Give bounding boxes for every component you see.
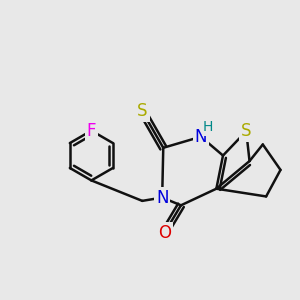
Text: N: N: [156, 189, 168, 207]
Text: H: H: [203, 120, 213, 134]
Text: S: S: [241, 122, 251, 140]
Text: F: F: [87, 122, 96, 140]
Text: N: N: [195, 128, 207, 146]
Text: O: O: [158, 224, 171, 242]
Text: S: S: [137, 102, 148, 120]
